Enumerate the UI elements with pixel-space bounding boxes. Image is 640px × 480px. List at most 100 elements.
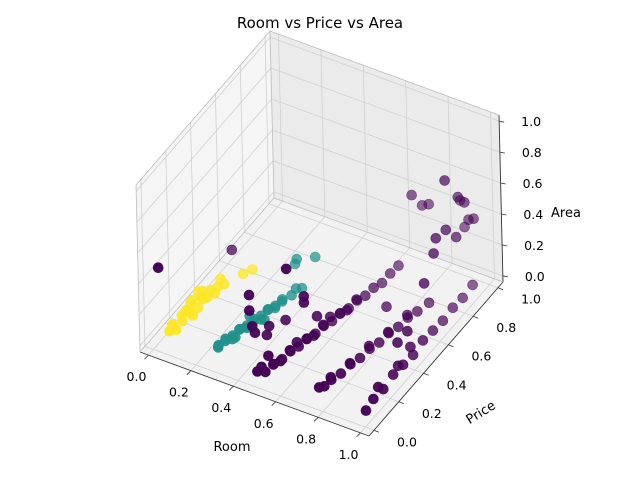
z-tick-mark xyxy=(501,213,507,216)
data-point xyxy=(368,282,379,294)
y-axis-line xyxy=(368,281,504,437)
pane-edge xyxy=(269,30,275,199)
data-point xyxy=(313,382,325,393)
data-point xyxy=(351,294,362,305)
data-point xyxy=(463,214,474,225)
z-tick-label: 0.8 xyxy=(522,145,542,160)
data-point xyxy=(402,325,413,337)
data-point xyxy=(311,310,323,322)
y-tick-label: 1.0 xyxy=(521,292,541,307)
x-tick-mark xyxy=(356,432,361,438)
data-point xyxy=(291,253,303,265)
data-point xyxy=(244,305,255,316)
data-point xyxy=(381,301,392,313)
data-point xyxy=(344,357,356,369)
data-point xyxy=(291,336,303,348)
pane-edge xyxy=(139,197,275,353)
data-point xyxy=(384,268,396,279)
x-tick-mark xyxy=(313,417,319,422)
data-point xyxy=(428,248,439,259)
z-tick-label: 0.4 xyxy=(523,207,543,222)
x-axis-line xyxy=(139,351,370,437)
data-point xyxy=(440,224,452,236)
data-point xyxy=(382,326,394,338)
data-point xyxy=(263,320,275,332)
z-tick-label: 0.6 xyxy=(523,176,543,191)
data-point xyxy=(363,340,375,352)
data-point xyxy=(387,369,399,380)
x-axis-label: Room xyxy=(213,440,250,455)
data-point xyxy=(405,341,416,353)
data-point xyxy=(335,368,347,379)
data-point xyxy=(372,381,384,393)
tick-labels: 0.0 0.2 0.4 0.6 0.8 1.0 0.0 0.2 0.4 0.6 0.8 1.0 0.0 0… xyxy=(127,114,545,462)
pane-edge xyxy=(273,197,504,283)
data-point xyxy=(202,292,213,303)
x-tick-mark xyxy=(271,401,276,407)
y-tick-label: 0.6 xyxy=(471,349,491,364)
y-tick-label: 0.4 xyxy=(447,377,467,392)
pane-edge xyxy=(269,30,500,116)
data-point xyxy=(263,350,274,362)
data-point xyxy=(359,290,371,302)
data-point xyxy=(392,337,403,348)
z-tick-mark xyxy=(502,275,508,278)
data-point xyxy=(423,297,435,309)
data-point xyxy=(226,244,238,256)
data-point xyxy=(280,263,292,275)
data-point xyxy=(212,342,224,353)
y-tick-mark xyxy=(497,287,504,291)
data-point xyxy=(406,189,417,201)
y-tick-mark xyxy=(398,401,404,405)
x-tick-label: 0.2 xyxy=(169,385,189,400)
z-tick-mark xyxy=(502,244,508,247)
data-point xyxy=(309,251,321,263)
data-point xyxy=(393,260,404,271)
data-point xyxy=(392,360,404,372)
data-point xyxy=(284,344,296,356)
data-point xyxy=(247,320,258,332)
data-point xyxy=(417,335,429,346)
x-tick-mark xyxy=(144,354,149,360)
x-tick-label: 0.4 xyxy=(211,400,231,415)
data-point xyxy=(467,279,478,291)
x-tick-label: 0.6 xyxy=(254,416,274,431)
data-point xyxy=(280,314,291,326)
data-point xyxy=(177,315,188,327)
data-point xyxy=(360,405,372,416)
data-point xyxy=(298,297,310,308)
data-point xyxy=(262,304,274,316)
data-point xyxy=(439,175,450,186)
z-tick-label: 1.0 xyxy=(521,114,541,129)
data-point xyxy=(187,310,199,321)
data-point xyxy=(324,311,336,323)
data-point xyxy=(457,292,469,304)
data-point xyxy=(437,315,449,327)
pane-edge xyxy=(135,184,141,353)
z-tick-mark xyxy=(499,151,505,154)
x-tick-label: 0.8 xyxy=(296,431,316,446)
z-tick-label: 0.2 xyxy=(524,238,544,253)
z-axis-label: Area xyxy=(551,206,581,221)
data-point xyxy=(412,306,423,317)
x-tick-label: 1.0 xyxy=(339,447,359,462)
data-point xyxy=(261,329,273,341)
data-point xyxy=(392,321,404,333)
z-axis-line xyxy=(498,114,504,283)
data-point xyxy=(247,264,258,275)
side-wall-pane xyxy=(136,31,274,352)
data-point xyxy=(418,278,430,289)
data-point xyxy=(301,333,312,345)
x-tick-mark xyxy=(186,370,192,375)
data-point xyxy=(447,302,459,314)
back-wall-pane xyxy=(270,31,503,282)
y-tick-label: 0.8 xyxy=(496,320,516,335)
y-axis-label: Price xyxy=(464,398,499,428)
data-point xyxy=(354,352,366,364)
z-tick-mark xyxy=(500,182,506,185)
pane-edge xyxy=(135,30,271,186)
y-tick-label: 0.0 xyxy=(397,434,417,449)
data-point xyxy=(152,262,164,274)
y-tick-mark xyxy=(373,429,380,433)
data-point xyxy=(373,337,385,348)
